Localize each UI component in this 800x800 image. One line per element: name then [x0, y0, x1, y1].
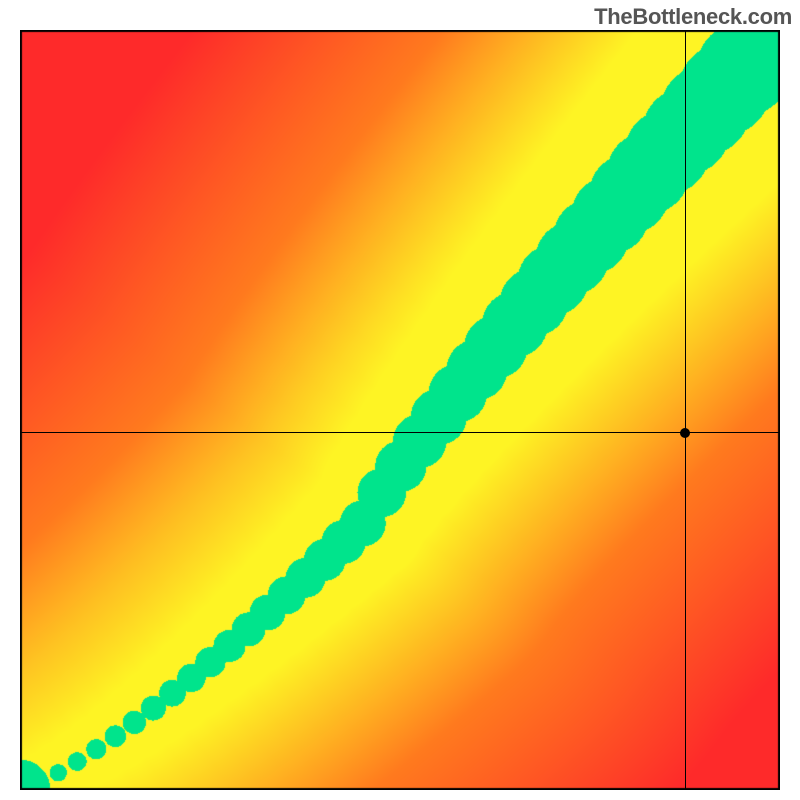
crosshair-horizontal — [20, 432, 780, 433]
chart-container: TheBottleneck.com — [0, 0, 800, 800]
bottleneck-heatmap — [20, 30, 780, 790]
crosshair-vertical — [685, 30, 686, 790]
watermark-text: TheBottleneck.com — [594, 4, 792, 30]
crosshair-marker — [680, 428, 690, 438]
